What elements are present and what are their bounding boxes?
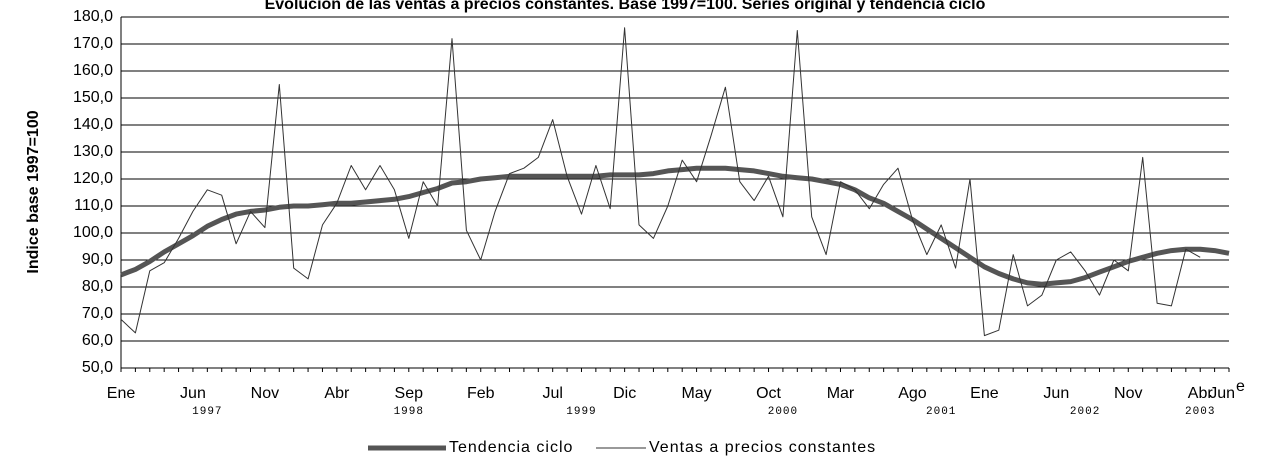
- legend-label: Ventas a precios constantes: [649, 439, 876, 456]
- x-tick-label: Nov: [1114, 385, 1142, 402]
- y-tick-label: 140,0: [73, 116, 113, 133]
- y-tick-label: 180,0: [73, 8, 113, 25]
- x-tick-label: Abr: [324, 385, 350, 402]
- y-tick-label: 90,0: [82, 251, 113, 268]
- x-tick-label: Dic: [613, 385, 636, 402]
- year-label: 2000: [768, 406, 798, 418]
- x-tick-superscript: e: [1236, 378, 1245, 395]
- y-tick-label: 130,0: [73, 143, 113, 160]
- y-tick-label: 80,0: [82, 278, 113, 295]
- y-tick-label: 150,0: [73, 89, 113, 106]
- x-tick-label: Ene: [970, 385, 999, 402]
- y-tick-label: 50,0: [82, 359, 113, 376]
- x-tick-label: Jun: [180, 385, 206, 402]
- year-label: 1998: [394, 406, 424, 418]
- x-tick-label: May: [681, 385, 711, 402]
- y-tick-label: 110,0: [74, 197, 113, 214]
- y-tick-label: 60,0: [82, 332, 113, 349]
- x-tick-label: Jun: [1209, 385, 1235, 402]
- x-tick-label: Ene: [107, 385, 136, 402]
- y-tick-label: 120,0: [73, 170, 113, 187]
- y-tick-label: 70,0: [82, 305, 113, 322]
- year-label: 2001: [926, 406, 956, 418]
- year-label: 2002: [1070, 406, 1100, 418]
- series-line: [120, 27, 1201, 337]
- x-tick-label: Feb: [467, 385, 495, 402]
- x-tick-label: Mar: [827, 385, 855, 402]
- x-tick-label: Jun: [1043, 385, 1069, 402]
- y-tick-label: 160,0: [73, 62, 113, 79]
- y-tick-label: 100,0: [73, 224, 113, 241]
- x-tick-label: Ago: [898, 385, 927, 402]
- x-tick-label: Jul: [542, 385, 562, 402]
- series-line: [120, 165, 1230, 287]
- y-axis-label: Indice base 1997=100: [25, 110, 42, 273]
- legend-label: Tendencia ciclo: [449, 439, 573, 456]
- x-tick-label: Abr: [1188, 385, 1214, 402]
- y-tick-label: 170,0: [73, 35, 113, 52]
- x-tick-label: Oct: [756, 385, 781, 402]
- chart-title: Evolución de las ventas a precios consta…: [265, 0, 986, 13]
- x-tick-label: Nov: [251, 385, 279, 402]
- year-label: 2003: [1185, 406, 1215, 418]
- year-label: 1999: [566, 406, 596, 418]
- x-tick-label: Sep: [395, 385, 424, 402]
- year-label: 1997: [192, 406, 222, 418]
